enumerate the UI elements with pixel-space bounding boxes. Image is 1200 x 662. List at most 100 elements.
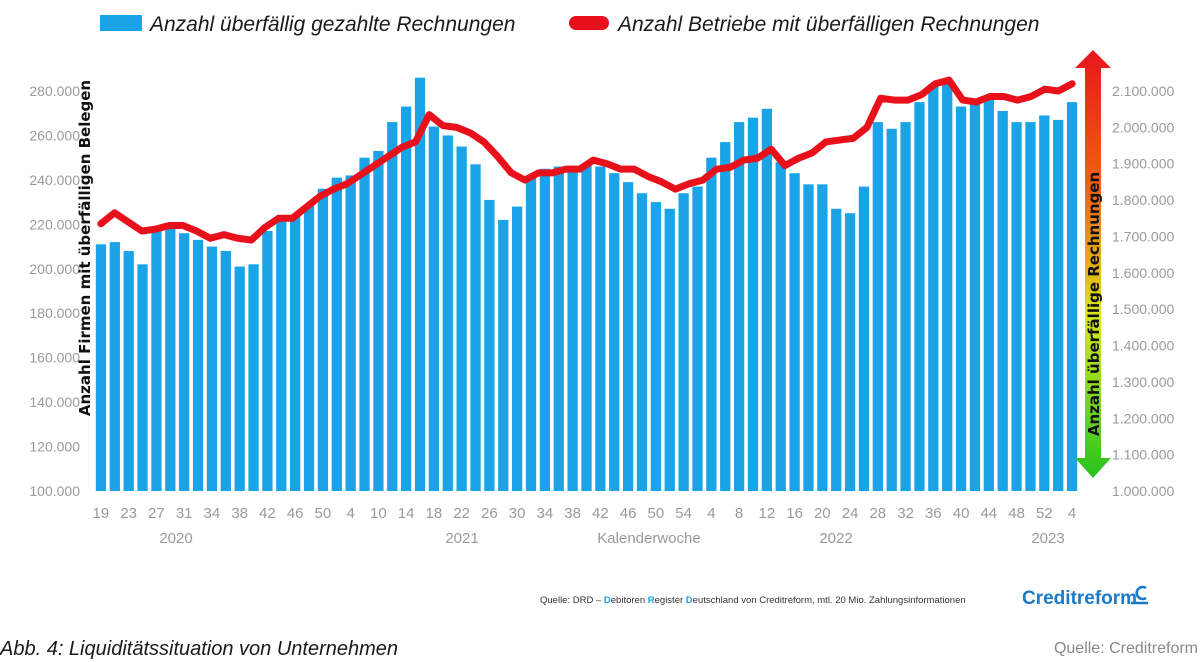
bar (192, 239, 204, 491)
x-axis-title: Kalenderwoche (597, 530, 700, 547)
bar (1053, 119, 1064, 491)
bar (512, 206, 523, 491)
legend-bar-label: Anzahl überfällig gezahlte Rechnungen (148, 13, 515, 36)
legend-line-label: Anzahl Betriebe mit überfälligen Rechnun… (616, 13, 1039, 36)
bar (664, 208, 675, 491)
bar (706, 157, 717, 492)
x-tick-label: 34 (537, 505, 554, 522)
bar (553, 166, 564, 491)
x-tick-label: 14 (398, 505, 415, 522)
bar (872, 122, 883, 492)
x-tick-label: 38 (564, 505, 581, 522)
x-tick-label: 26 (481, 505, 498, 522)
bar (206, 246, 218, 491)
bar (1039, 115, 1050, 491)
right-tick-label: 1.000.000 (1112, 483, 1174, 499)
x-tick-label: 44 (980, 505, 997, 522)
right-axis-ticks: 2.100.000 2.000.000 1.900.000 1.800.000 1.70… (1112, 83, 1174, 499)
bar (525, 175, 537, 491)
bar (456, 146, 467, 491)
bar (636, 193, 648, 491)
bar (498, 219, 509, 491)
right-tick-label: 1.500.000 (1112, 301, 1174, 317)
right-tick-label: 1.200.000 (1112, 410, 1174, 426)
bar (789, 173, 800, 491)
bar (276, 215, 287, 491)
bar (678, 193, 689, 491)
bar (761, 108, 772, 491)
creditreform-c-icon (1135, 585, 1147, 601)
bar (401, 106, 412, 491)
right-tick-label: 1.300.000 (1112, 374, 1174, 390)
x-tick-label: 46 (287, 505, 304, 522)
bar (165, 226, 176, 491)
bar (720, 142, 731, 492)
bar (109, 242, 120, 491)
bar (248, 264, 259, 491)
bar (803, 184, 814, 491)
bar (387, 122, 398, 492)
bar-series (95, 77, 1078, 492)
left-tick-label: 280.000 (29, 83, 80, 99)
x-tick-label: 16 (786, 505, 803, 522)
bar (942, 79, 953, 491)
bar (969, 102, 981, 492)
source-note: Quelle: DRD – Debitoren Register Deutsch… (540, 595, 966, 606)
bar (95, 244, 107, 491)
x-tick-label: 23 (120, 505, 137, 522)
x-axis-ticks: 19 23 27 31 34 38 42 46 50 4 10 14 18 22 26 30 34 38 42 46 5… (93, 505, 1077, 522)
bar (955, 106, 967, 491)
left-tick-label: 100.000 (29, 483, 80, 499)
x-tick-label: 24 (842, 505, 859, 522)
bar (220, 251, 231, 491)
bar (914, 102, 925, 492)
bar (484, 199, 495, 491)
left-axis-title: Anzahl Firmen mit überfälligen Belegen (76, 80, 94, 416)
bar (900, 122, 911, 492)
x-tick-label: 52 (1036, 505, 1053, 522)
bar (692, 186, 703, 491)
bar (595, 166, 606, 491)
figure-caption: Abb. 4: Liquiditätssituation von Unterne… (0, 638, 399, 660)
bar (470, 164, 481, 491)
bar (1025, 122, 1036, 492)
left-tick-label: 120.000 (29, 439, 80, 455)
year-label-2022: 2022 (819, 530, 852, 547)
x-tick-label: 32 (897, 505, 914, 522)
bar (886, 128, 897, 491)
bar (373, 151, 384, 491)
bar (928, 84, 939, 491)
x-tick-label: 48 (1008, 505, 1025, 522)
x-tick-label: 36 (925, 505, 942, 522)
x-tick-label: 27 (148, 505, 165, 522)
right-tick-label: 1.400.000 (1112, 338, 1174, 354)
image-credit: Quelle: Creditreform (1053, 640, 1198, 657)
bar (290, 215, 301, 491)
left-tick-label: 260.000 (29, 127, 80, 143)
x-tick-label: 4 (347, 505, 355, 522)
left-tick-label: 180.000 (29, 305, 80, 321)
x-tick-label: 28 (869, 505, 886, 522)
x-tick-label: 34 (204, 505, 221, 522)
bar (359, 157, 370, 492)
left-tick-label: 200.000 (29, 261, 80, 277)
bar (747, 117, 759, 492)
left-tick-label: 220.000 (29, 216, 80, 232)
left-axis-ticks: 280.000 260.000 240.000 220.000 200.000 180.0… (29, 83, 80, 499)
x-tick-label: 12 (759, 505, 776, 522)
x-tick-label: 31 (176, 505, 193, 522)
bar (123, 251, 134, 491)
bar (414, 77, 426, 492)
bar (345, 175, 356, 491)
legend-bar-swatch (100, 15, 142, 31)
x-tick-label: 8 (735, 505, 743, 522)
bar (775, 162, 786, 492)
year-label-2020: 2020 (159, 530, 192, 547)
logo-text: Creditreform (1022, 588, 1137, 609)
left-tick-label: 160.000 (29, 350, 80, 366)
x-tick-label: 18 (426, 505, 443, 522)
bar (137, 264, 148, 491)
right-axis-title: Anzahl überfällige Rechnungen (1085, 172, 1103, 436)
bar (997, 111, 1008, 491)
